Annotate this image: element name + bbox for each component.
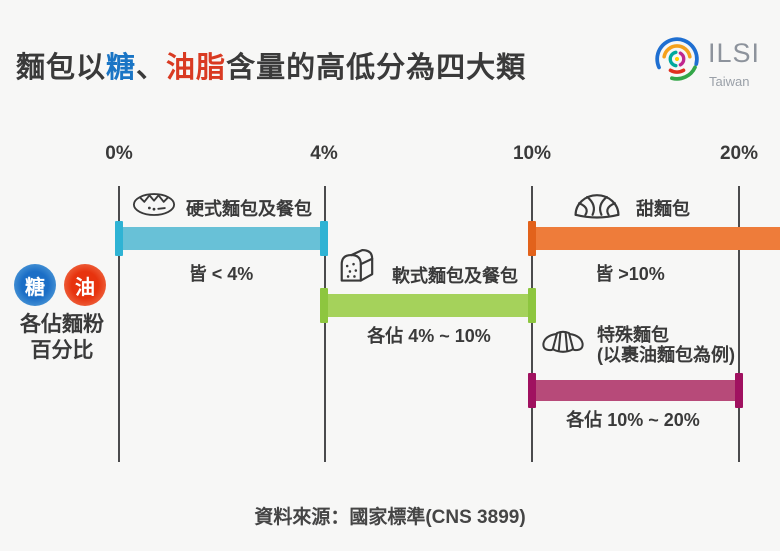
category-name-special-bread-line1: 特殊麵包 [597,325,669,345]
range-bar-soft-bread-cap-left [320,288,328,323]
range-bar-special-bread-cap-right [735,373,743,408]
hard-bread-icon [130,187,178,219]
legend-caption-line2: 百分比 [30,339,94,362]
range-label-special-bread: 各佔 10% ~ 20% [566,410,700,430]
title-segment: 麵包以 [16,52,107,84]
croissant-icon [537,328,589,362]
range-bar-hard-bread-cap-right [320,221,328,256]
legend-caption: 各佔麵粉 百分比 [20,312,104,364]
gridline-4pct [323,186,326,462]
range-label-sweet-bread: 皆 >10% [595,264,665,284]
sugar-badge: 糖 [14,264,56,306]
category-name-soft-bread: 軟式麵包及餐包 [392,266,518,286]
title-segment-sugar: 糖 [106,52,137,84]
range-label-hard-bread: 皆 < 4% [188,264,254,284]
sweet-bread-icon [572,188,622,222]
axis-tick-0pct: 0% [105,143,133,164]
sugar-badge-label: 糖 [25,276,45,299]
range-bar-sweet-bread-cap-left [528,221,536,256]
logo-region-text: Taiwan [709,74,750,89]
title-segment: 、 [136,52,167,84]
gridline-20pct [738,186,740,462]
range-bar-sweet-bread [532,227,780,250]
axis-tick-10pct: 10% [512,143,552,164]
category-name-special-bread: 特殊麵包 (以裹油麵包為例) [597,325,735,365]
category-name-hard-bread: 硬式麵包及餐包 [186,199,312,219]
range-bar-hard-bread-cap-left [115,221,123,256]
range-bar-soft-bread-cap-right [528,288,536,323]
category-name-sweet-bread: 甜麵包 [636,199,690,219]
title-segment-oil: 油脂 [166,52,227,84]
data-source: 資料來源：國家標準(CNS 3899) [254,507,526,528]
gridline-10pct [531,186,533,462]
range-bar-special-bread [532,380,739,401]
ilsi-logo: ILSI Taiwan [650,34,770,96]
logo-org-text: ILSI [708,38,761,68]
range-bar-special-bread-cap-left [528,373,536,408]
legend-caption-line1: 各佔麵粉 [20,313,104,336]
title-segment: 含量的高低分為四大類 [226,52,527,84]
range-label-soft-bread: 各佔 4% ~ 10% [367,326,491,346]
axis-tick-20pct: 20% [719,143,759,164]
category-name-special-bread-line2: (以裹油麵包為例) [597,345,735,365]
oil-badge-label: 油 [75,276,95,299]
range-bar-hard-bread [119,227,325,250]
oil-badge: 油 [64,264,106,306]
gridline-0pct [118,186,120,462]
axis-tick-4pct: 4% [310,143,338,164]
soft-bread-icon [338,246,380,286]
ilsi-logo-mark-icon [655,37,699,81]
range-bar-soft-bread [324,294,532,317]
page-title: 麵包以糖、油脂含量的高低分為四大類 [16,44,526,86]
